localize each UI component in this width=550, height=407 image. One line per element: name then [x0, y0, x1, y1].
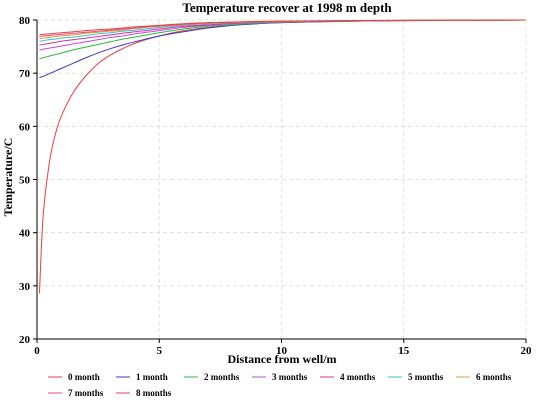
x-tick-label-3: 15 [398, 345, 410, 357]
x-tick-label-0: 0 [34, 345, 40, 357]
y-tick-label-3: 50 [19, 175, 31, 187]
legend-label-1: 1 month [136, 372, 168, 382]
series-group [38, 19, 527, 294]
legend: 0 month 1 month 2 months 3 months 4 months 5 … [48, 372, 512, 398]
chart-title: Temperature recover at 1998 m depth [182, 0, 392, 15]
ticks: 0 5 10 15 20 20 30 40 50 60 70 80 [19, 15, 532, 357]
legend-label-7: 7 months [68, 388, 104, 398]
legend-label-3: 3 months [272, 372, 308, 382]
series-line-0 [38, 19, 527, 294]
series-line-2 [39, 19, 527, 60]
y-tick-label-1: 30 [19, 281, 31, 293]
y-tick-label-2: 40 [19, 228, 31, 240]
x-axis-label: Distance from well/m [227, 352, 336, 366]
y-axis-label: Temperature/C [1, 138, 15, 217]
legend-label-6: 6 months [476, 372, 512, 382]
series-line-8 [39, 19, 527, 36]
y-tick-label-0: 20 [19, 334, 31, 346]
x-tick-label-2: 10 [276, 345, 288, 357]
x-tick-label-4: 20 [521, 345, 533, 357]
legend-label-8: 8 months [136, 388, 172, 398]
legend-label-4: 4 months [340, 372, 376, 382]
series-line-3 [39, 19, 527, 51]
x-tick-label-1: 5 [157, 345, 163, 357]
y-tick-label-4: 60 [19, 121, 31, 133]
legend-label-0: 0 month [68, 372, 100, 382]
legend-label-2: 2 months [204, 372, 240, 382]
y-tick-label-5: 70 [19, 68, 31, 80]
y-tick-label-6: 80 [19, 15, 31, 27]
legend-label-5: 5 months [408, 372, 444, 382]
grid [37, 19, 527, 339]
